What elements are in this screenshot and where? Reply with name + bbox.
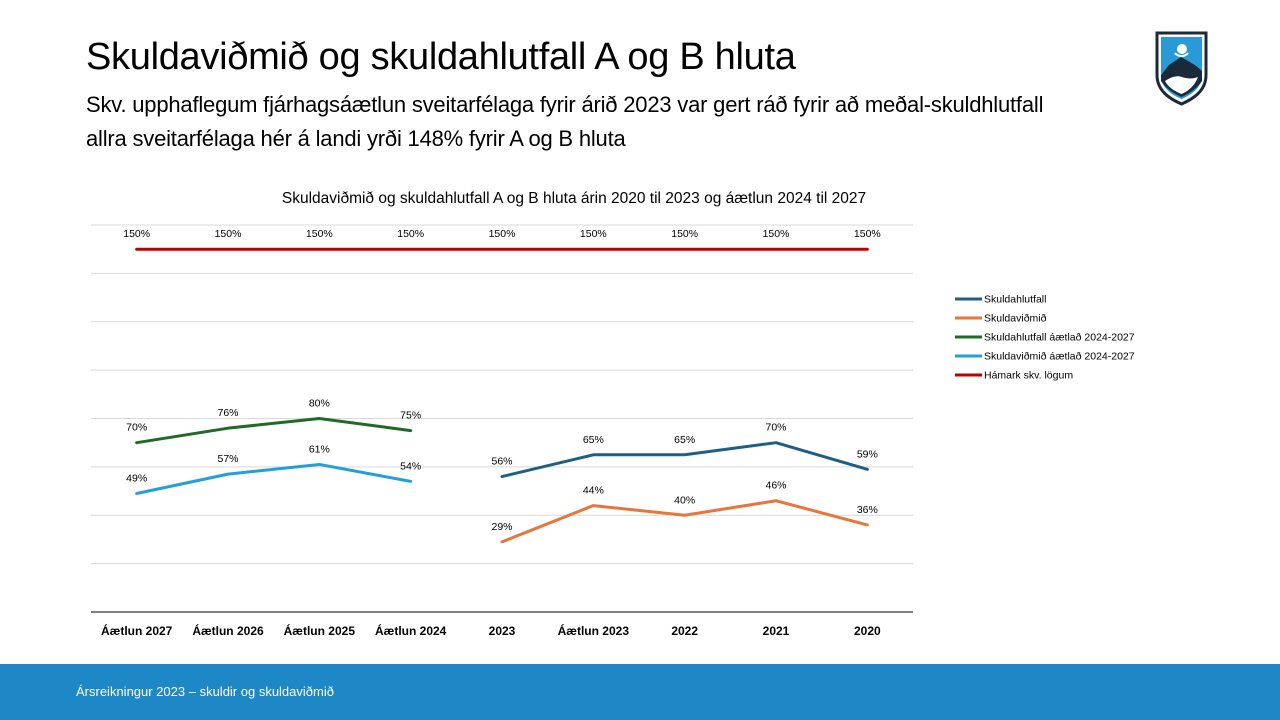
footer-text: Ársreikningur 2023 – skuldir og skuldavi… [76,684,334,699]
data-label: 80% [309,398,330,410]
data-label: 36% [857,504,878,516]
x-tick-label: Áætlun 2025 [284,623,356,638]
data-label: 59% [857,448,878,460]
x-tick-label: 2021 [763,624,790,638]
data-label: 75% [400,410,421,422]
x-tick-label: Áætlun 2026 [192,623,264,638]
chart-title: Skuldaviðmið og skuldahlutfall A og B hl… [282,190,866,207]
data-label: 150% [306,228,333,240]
legend-label: Skuldahlutfall áætlað 2024-2027 [984,332,1135,344]
chart-data-labels: 56% 65% 65% 70% 59% 29% 44% 40% 46% 36% 70% 76% 80% 7… [123,228,881,533]
legend-label: Hámark skv. lögum [984,370,1073,382]
legend-label: Skuldaviðmið [984,313,1047,325]
chart-series [135,247,869,544]
data-label: 76% [217,407,238,419]
data-label: 150% [763,228,790,240]
data-label: 70% [765,422,786,434]
series-line-skuldavi-mi [500,499,869,544]
data-label: 150% [489,228,516,240]
data-label: 49% [126,472,147,484]
chart-legend: Skuldahlutfall Skuldaviðmið Skuldahlutfall… [955,294,1135,382]
data-label: 150% [854,228,881,240]
series-line-skuldavi-mi-tla-2024-2027 [135,462,413,495]
line-chart: Skuldaviðmið og skuldahlutfall A og B hl… [91,190,1135,638]
data-label: 65% [583,434,604,446]
x-tick-label: 2020 [854,624,881,638]
data-label: 150% [397,228,424,240]
data-label: 46% [765,480,786,492]
legend-label: Skuldahlutfall [984,294,1046,306]
data-label: 40% [674,494,695,506]
chart-gridlines [91,224,913,565]
data-label: 61% [309,443,330,455]
series-line-skuldahlutfall-tla-2024-2027 [135,417,413,445]
x-axis-tick-labels: Áætlun 2027 Áætlun 2026 Áætlun 2025 Áætlun … [101,623,881,638]
data-label: 57% [217,453,238,465]
slide-title: Skuldaviðmið og skuldahlutfall A og B hl… [86,36,796,78]
x-tick-label: 2022 [671,624,698,638]
slide-subtitle: Skv. upphaflegum fjárhagsáætlun sveitarf… [86,92,1044,151]
series-line-skuldahlutfall [500,441,869,479]
x-tick-label: Áætlun 2027 [101,623,173,638]
x-tick-label: 2023 [489,624,516,638]
data-label: 54% [400,460,421,472]
footer-bar: Ársreikningur 2023 – skuldir og skuldavi… [0,664,1280,720]
data-label: 29% [491,521,512,533]
x-tick-label: Áætlun 2024 [375,623,447,638]
data-label: 70% [126,422,147,434]
data-label: 56% [491,456,512,468]
coat-of-arms-shield-icon [1155,31,1208,106]
data-label: 44% [583,485,604,497]
legend-label: Skuldaviðmið áætlað 2024-2027 [984,351,1135,363]
x-tick-label: Áætlun 2023 [558,623,630,638]
data-label: 150% [215,228,242,240]
data-label: 150% [671,228,698,240]
data-label: 150% [123,228,150,240]
data-label: 65% [674,434,695,446]
data-label: 150% [580,228,607,240]
